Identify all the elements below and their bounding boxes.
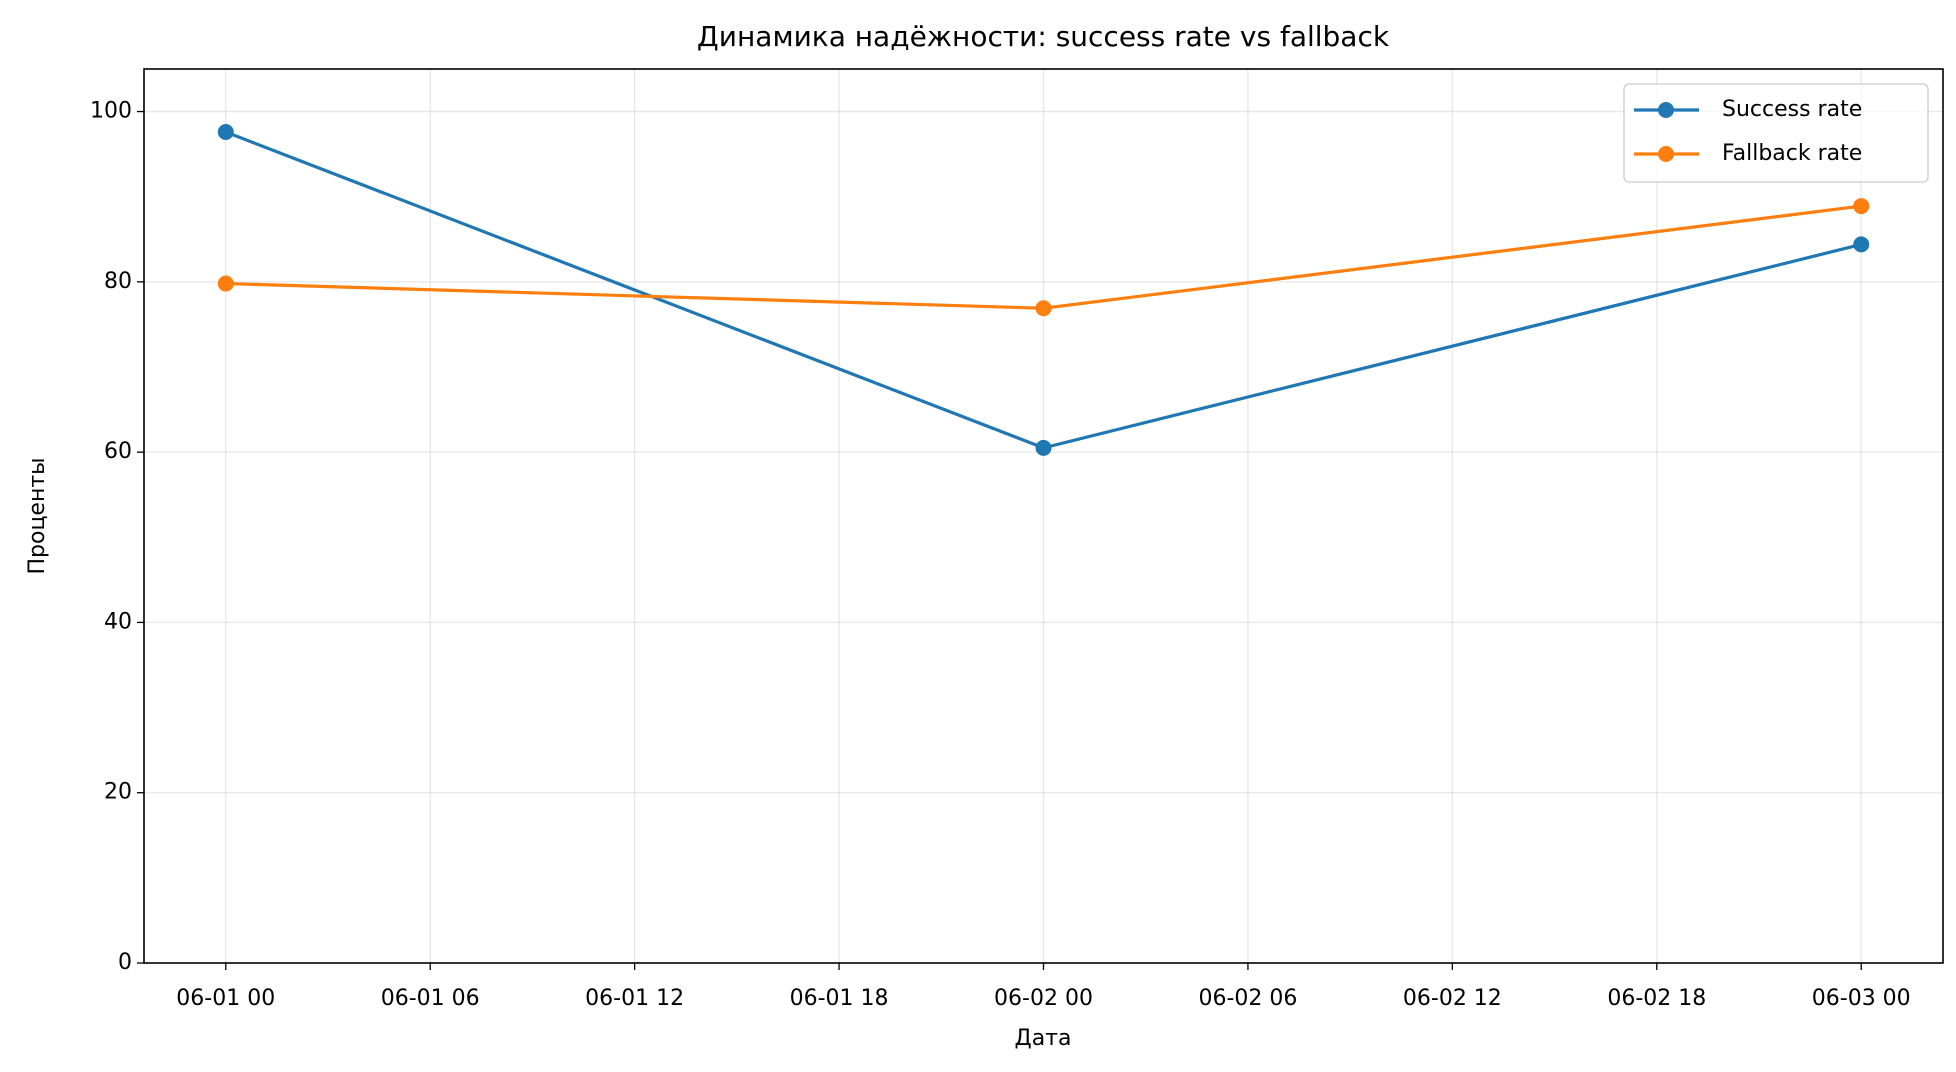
data-point	[1853, 198, 1870, 215]
x-tick-label: 06-02 06	[1198, 986, 1297, 1011]
y-tick-label: 40	[104, 609, 132, 634]
y-tick-label: 0	[118, 950, 132, 975]
x-tick-label: 06-02 18	[1607, 986, 1706, 1011]
x-tick-label: 06-01 18	[790, 986, 889, 1011]
data-point	[217, 124, 234, 141]
x-axis-label: Дата	[1015, 1026, 1072, 1051]
legend-label: Success rate	[1722, 97, 1862, 122]
data-point	[1035, 439, 1052, 456]
x-tick-label: 06-01 00	[176, 986, 275, 1011]
x-tick-label: 06-01 06	[381, 986, 480, 1011]
x-tick-label: 06-01 12	[585, 986, 684, 1011]
legend: Success rate Fallback rate	[1623, 83, 1929, 183]
plot-area	[217, 124, 1870, 456]
data-point	[217, 275, 234, 292]
y-tick-label: 80	[104, 269, 132, 294]
legend-box	[1623, 83, 1929, 183]
x-tick-label: 06-02 12	[1403, 986, 1502, 1011]
data-point	[1853, 236, 1870, 253]
x-tick-label: 06-03 00	[1812, 986, 1911, 1011]
chart-title: Динамика надёжности: success rate vs fal…	[697, 20, 1390, 53]
y-tick-label: 60	[104, 439, 132, 464]
legend-marker	[1658, 146, 1674, 162]
x-tick-label: 06-02 00	[994, 986, 1093, 1011]
y-axis-label: Проценты	[25, 457, 50, 574]
grid	[144, 69, 1943, 964]
y-tick-label: 20	[104, 780, 132, 805]
legend-label: Fallback rate	[1722, 141, 1862, 166]
legend-marker	[1658, 102, 1674, 118]
data-point	[1035, 300, 1052, 317]
y-tick-label: 100	[90, 99, 132, 124]
